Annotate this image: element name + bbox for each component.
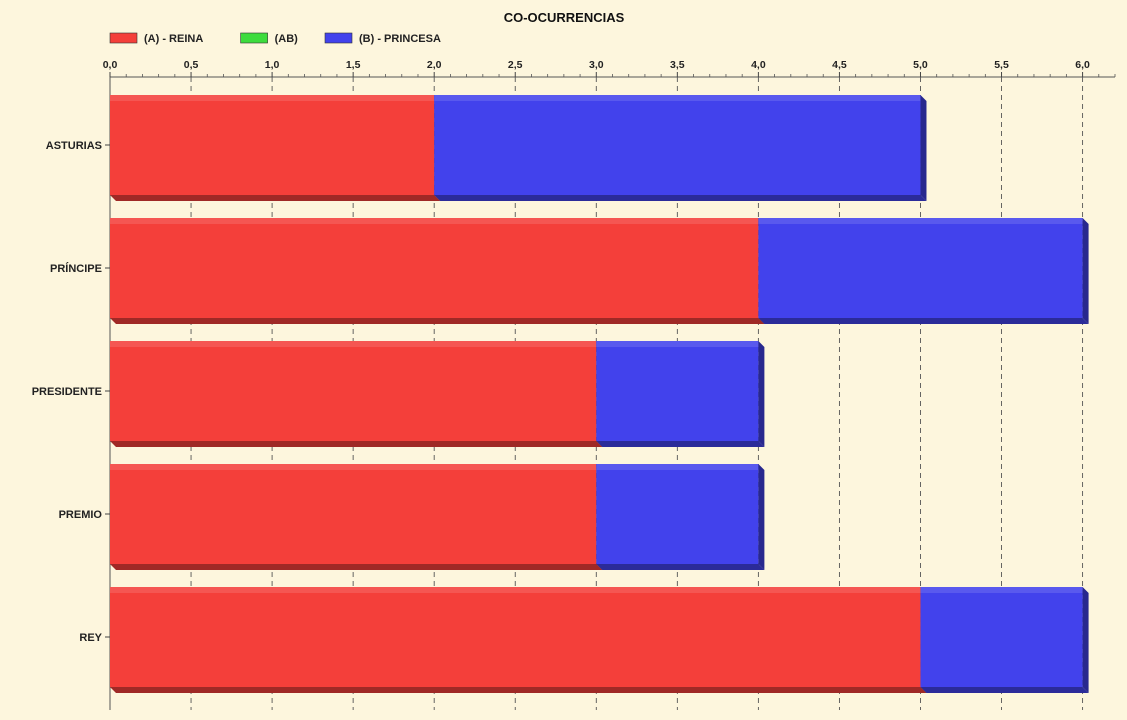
bar-side-edge — [1082, 587, 1089, 693]
bar-face — [110, 95, 435, 195]
bar-highlight — [110, 587, 921, 593]
bar-face — [920, 587, 1083, 687]
y-tick-label: REY — [79, 632, 102, 644]
y-tick-label: PRESIDENTE — [32, 386, 102, 398]
bar-face — [434, 95, 921, 195]
x-tick-label: 5,5 — [994, 59, 1009, 71]
bar-segment — [110, 587, 927, 693]
legend-label: (A) - REINA — [144, 33, 203, 45]
bar-segment — [920, 587, 1089, 693]
bar-face — [596, 341, 759, 441]
bar-segment — [110, 464, 603, 570]
bar-bottom-edge — [434, 195, 927, 201]
legend-label: (B) - PRINCESA — [359, 33, 441, 45]
bar-highlight — [110, 218, 759, 224]
bar-side-edge — [758, 341, 765, 447]
bar-bottom-edge — [110, 441, 603, 447]
bar-segment — [110, 218, 765, 324]
bar-bottom-edge — [596, 441, 765, 447]
bar-bottom-edge — [110, 318, 765, 324]
bar-highlight — [596, 341, 759, 347]
bar-bottom-edge — [758, 318, 1089, 324]
bar-highlight — [110, 95, 435, 101]
bar-face — [596, 464, 759, 564]
bar-highlight — [110, 341, 597, 347]
legend-swatch — [240, 32, 268, 44]
x-tick-label: 3,0 — [589, 59, 604, 71]
x-tick-label: 1,5 — [346, 59, 361, 71]
legend-swatch — [324, 32, 353, 44]
bar-highlight — [596, 464, 759, 470]
bar-face — [758, 218, 1083, 318]
x-tick-label: 6,0 — [1075, 59, 1090, 71]
bar-segment — [596, 464, 765, 570]
bar-bottom-edge — [110, 687, 927, 693]
x-tick-label: 5,0 — [913, 59, 928, 71]
bar-highlight — [920, 587, 1083, 593]
bar-highlight — [758, 218, 1083, 224]
bar-highlight — [110, 464, 597, 470]
bar-segment — [758, 218, 1089, 324]
x-tick-label: 0,0 — [103, 59, 118, 71]
x-tick-label: 0,5 — [184, 59, 199, 71]
x-tick-label: 2,5 — [508, 59, 523, 71]
bar-segment — [434, 95, 927, 201]
x-tick-label: 1,0 — [265, 59, 280, 71]
bar-bottom-edge — [110, 195, 441, 201]
x-tick-label: 3,5 — [670, 59, 685, 71]
bar-bottom-edge — [110, 564, 603, 570]
bars — [110, 95, 1089, 693]
bar-face — [110, 464, 597, 564]
bar-face — [110, 341, 597, 441]
bar-side-edge — [758, 464, 765, 570]
x-tick-label: 2,0 — [427, 59, 442, 71]
chart-title: CO-OCURRENCIAS — [504, 10, 625, 25]
bar-bottom-edge — [596, 564, 765, 570]
bar-side-edge — [1082, 218, 1089, 324]
x-tick-label: 4,0 — [751, 59, 766, 71]
bar-face — [110, 218, 759, 318]
y-tick-label: PRÍNCIPE — [50, 262, 102, 275]
y-tick-label: PREMIO — [59, 509, 103, 521]
bar-face — [110, 587, 921, 687]
legend-swatch — [109, 32, 138, 44]
legend-label: (AB) — [275, 33, 299, 45]
x-tick-label: 4,5 — [832, 59, 847, 71]
bar-bottom-edge — [920, 687, 1089, 693]
legend: (A) - REINA (AB) (B) - PRINCESA — [109, 32, 441, 45]
y-tick-label: ASTURIAS — [46, 140, 102, 152]
bar-segment — [596, 341, 765, 447]
bar-side-edge — [920, 95, 927, 201]
bar-segment — [110, 95, 441, 201]
bar-segment — [110, 341, 603, 447]
bar-highlight — [434, 95, 921, 101]
